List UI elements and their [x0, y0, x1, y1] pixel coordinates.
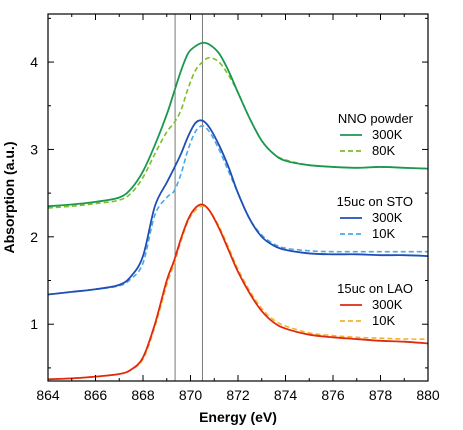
legend-group-title: 15uc on LAO [337, 281, 413, 296]
x-tick-label: 866 [84, 387, 108, 403]
y-tick-label: 3 [30, 141, 38, 157]
series-line-0-300K [47, 41, 429, 208]
y-axis-title: Absorption (a.u.) [1, 142, 17, 254]
series-line-1-10K [47, 125, 428, 296]
reference-vlines [174, 14, 203, 381]
x-tick-label: 870 [179, 387, 203, 403]
y-axis: 1 2 3 4 [30, 17, 428, 369]
legend-label: 300K [372, 127, 403, 142]
y-tick-label: 2 [30, 229, 38, 245]
legend-group-title: NNO powder [338, 111, 414, 126]
x-axis: 864 866 868 870 872 874 876 878 880 [36, 14, 440, 403]
x-tick-label: 864 [36, 387, 60, 403]
y-tick-label: 4 [30, 54, 38, 70]
series-layer [47, 41, 429, 381]
x-tick-label: 880 [416, 387, 440, 403]
legend-group-title: 15uc on STO [337, 194, 413, 209]
legend-label: 300K [372, 297, 403, 312]
legend-label: 10K [372, 313, 395, 328]
x-axis-title: Energy (eV) [199, 409, 277, 425]
x-tick-label: 874 [274, 387, 298, 403]
y-tick-label: 1 [30, 316, 38, 332]
series-line-2-300K [47, 203, 429, 381]
x-tick-label: 868 [131, 387, 155, 403]
legend-label: 300K [372, 210, 403, 225]
series-line-1-300K [47, 119, 429, 296]
x-tick-label: 878 [369, 387, 393, 403]
x-tick-label: 872 [226, 387, 250, 403]
series-line-0-80K [47, 56, 429, 209]
legend-label: 10K [372, 226, 395, 241]
legend-label: 80K [372, 143, 395, 158]
x-tick-label: 876 [321, 387, 345, 403]
